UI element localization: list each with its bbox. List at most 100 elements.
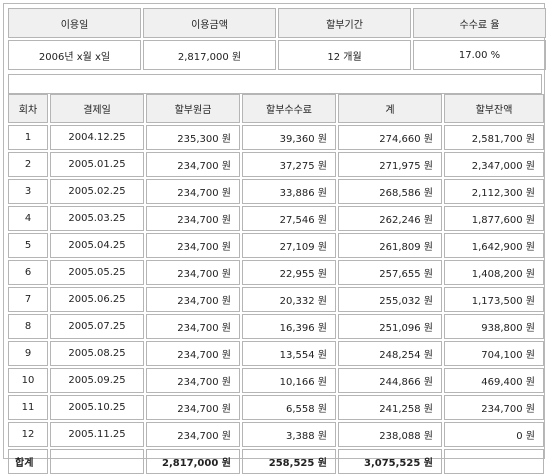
sum-cell: 271,975 원 (338, 152, 442, 177)
fee-cell: 3,388 원 (242, 422, 336, 447)
principal-header: 할부원금 (146, 94, 240, 123)
fee-header: 할부수수료 (242, 94, 336, 123)
total-fee: 258,525 원 (242, 449, 336, 474)
principal-cell: 234,700 원 (146, 206, 240, 231)
fee-cell: 13,554 원 (242, 341, 336, 366)
balance-header: 할부잔액 (444, 94, 544, 123)
table-row: 3 2005.02.25 234,700 원 33,886 원 268,586 원 2,1… (8, 179, 544, 204)
table-row: 1 2004.12.25 235,300 원 39,360 원 274,660 원 2,5… (8, 125, 544, 150)
payment-date-cell: 2005.03.25 (50, 206, 144, 231)
round-header: 회차 (8, 94, 48, 123)
installment-statement: 이용일 이용금액 할부기간 수수료 율 2006년 x월 x일 2,817,00… (3, 3, 548, 474)
round-cell: 4 (8, 206, 48, 231)
fee-cell: 39,360 원 (242, 125, 336, 150)
round-cell: 5 (8, 233, 48, 258)
total-label: 합계 (8, 449, 48, 474)
sum-cell: 238,088 원 (338, 422, 442, 447)
balance-cell: 469,400 원 (444, 368, 544, 393)
round-cell: 6 (8, 260, 48, 285)
sum-cell: 262,246 원 (338, 206, 442, 231)
principal-cell: 234,700 원 (146, 422, 240, 447)
principal-cell: 234,700 원 (146, 233, 240, 258)
schedule-body: 1 2004.12.25 235,300 원 39,360 원 274,660 원 2,5… (8, 125, 544, 447)
balance-cell: 1,408,200 원 (444, 260, 544, 285)
payment-date-cell: 2005.01.25 (50, 152, 144, 177)
round-cell: 3 (8, 179, 48, 204)
round-cell: 2 (8, 152, 48, 177)
payment-date-cell: 2005.08.25 (50, 341, 144, 366)
balance-cell: 234,700 원 (444, 395, 544, 420)
fee-cell: 6,558 원 (242, 395, 336, 420)
summary-header-row: 이용일 이용금액 할부기간 수수료 율 (8, 8, 546, 38)
balance-cell: 2,347,000 원 (444, 152, 544, 177)
table-row: 8 2005.07.25 234,700 원 16,396 원 251,096 원 938… (8, 314, 544, 339)
balance-cell: 2,581,700 원 (444, 125, 544, 150)
sum-cell: 255,032 원 (338, 287, 442, 312)
payment-date-cell: 2005.02.25 (50, 179, 144, 204)
principal-cell: 234,700 원 (146, 260, 240, 285)
fee-cell: 20,332 원 (242, 287, 336, 312)
round-cell: 11 (8, 395, 48, 420)
installment-period-value: 12 개월 (278, 40, 411, 70)
payment-date-cell: 2005.07.25 (50, 314, 144, 339)
payment-date-cell: 2004.12.25 (50, 125, 144, 150)
payment-date-cell: 2005.06.25 (50, 287, 144, 312)
fee-cell: 27,109 원 (242, 233, 336, 258)
table-row: 11 2005.10.25 234,700 원 6,558 원 241,258 원 234… (8, 395, 544, 420)
sum-cell: 274,660 원 (338, 125, 442, 150)
principal-cell: 234,700 원 (146, 395, 240, 420)
round-cell: 12 (8, 422, 48, 447)
balance-cell: 0 원 (444, 422, 544, 447)
table-row: 9 2005.08.25 234,700 원 13,554 원 248,254 원 704… (8, 341, 544, 366)
principal-cell: 234,700 원 (146, 368, 240, 393)
table-row: 2 2005.01.25 234,700 원 37,275 원 271,975 원 2,3… (8, 152, 544, 177)
principal-cell: 234,700 원 (146, 341, 240, 366)
balance-cell: 2,112,300 원 (444, 179, 544, 204)
sum-cell: 261,809 원 (338, 233, 442, 258)
usage-amount-value: 2,817,000 원 (143, 40, 276, 70)
balance-cell: 938,800 원 (444, 314, 544, 339)
principal-cell: 234,700 원 (146, 287, 240, 312)
installment-period-header: 할부기간 (278, 8, 411, 38)
payment-date-cell: 2005.11.25 (50, 422, 144, 447)
summary-table: 이용일 이용금액 할부기간 수수료 율 2006년 x월 x일 2,817,00… (6, 6, 548, 72)
table-row: 7 2005.06.25 234,700 원 20,332 원 255,032 원 1,1… (8, 287, 544, 312)
usage-amount-header: 이용금액 (143, 8, 276, 38)
table-row: 10 2005.09.25 234,700 원 10,166 원 244,866 원 46… (8, 368, 544, 393)
round-cell: 1 (8, 125, 48, 150)
fee-cell: 27,546 원 (242, 206, 336, 231)
payment-date-cell: 2005.05.25 (50, 260, 144, 285)
sum-cell: 268,586 원 (338, 179, 442, 204)
round-cell: 9 (8, 341, 48, 366)
total-payment-date (50, 449, 144, 474)
payment-date-cell: 2005.04.25 (50, 233, 144, 258)
payment-date-cell: 2005.10.25 (50, 395, 144, 420)
sum-cell: 251,096 원 (338, 314, 442, 339)
fee-cell: 22,955 원 (242, 260, 336, 285)
sum-cell: 248,254 원 (338, 341, 442, 366)
fee-cell: 37,275 원 (242, 152, 336, 177)
round-cell: 10 (8, 368, 48, 393)
total-principal: 2,817,000 원 (146, 449, 240, 474)
balance-cell: 1,642,900 원 (444, 233, 544, 258)
total-row: 합계 2,817,000 원 258,525 원 3,075,525 원 (8, 449, 544, 474)
payment-date-cell: 2005.09.25 (50, 368, 144, 393)
fee-rate-value: 17.00 % (413, 40, 546, 70)
table-row: 6 2005.05.25 234,700 원 22,955 원 257,655 원 1,4… (8, 260, 544, 285)
sum-cell: 244,866 원 (338, 368, 442, 393)
table-row: 4 2005.03.25 234,700 원 27,546 원 262,246 원 1,8… (8, 206, 544, 231)
balance-cell: 1,173,500 원 (444, 287, 544, 312)
usage-date-value: 2006년 x월 x일 (8, 40, 141, 70)
total-balance (444, 449, 544, 474)
fee-cell: 33,886 원 (242, 179, 336, 204)
fee-cell: 10,166 원 (242, 368, 336, 393)
table-row: 5 2005.04.25 234,700 원 27,109 원 261,809 원 1,6… (8, 233, 544, 258)
sum-cell: 241,258 원 (338, 395, 442, 420)
round-cell: 7 (8, 287, 48, 312)
sum-cell: 257,655 원 (338, 260, 442, 285)
summary-value-row: 2006년 x월 x일 2,817,000 원 12 개월 17.00 % (8, 40, 546, 70)
principal-cell: 234,700 원 (146, 314, 240, 339)
blank-separator-row (8, 74, 542, 94)
balance-cell: 704,100 원 (444, 341, 544, 366)
principal-cell: 234,700 원 (146, 152, 240, 177)
